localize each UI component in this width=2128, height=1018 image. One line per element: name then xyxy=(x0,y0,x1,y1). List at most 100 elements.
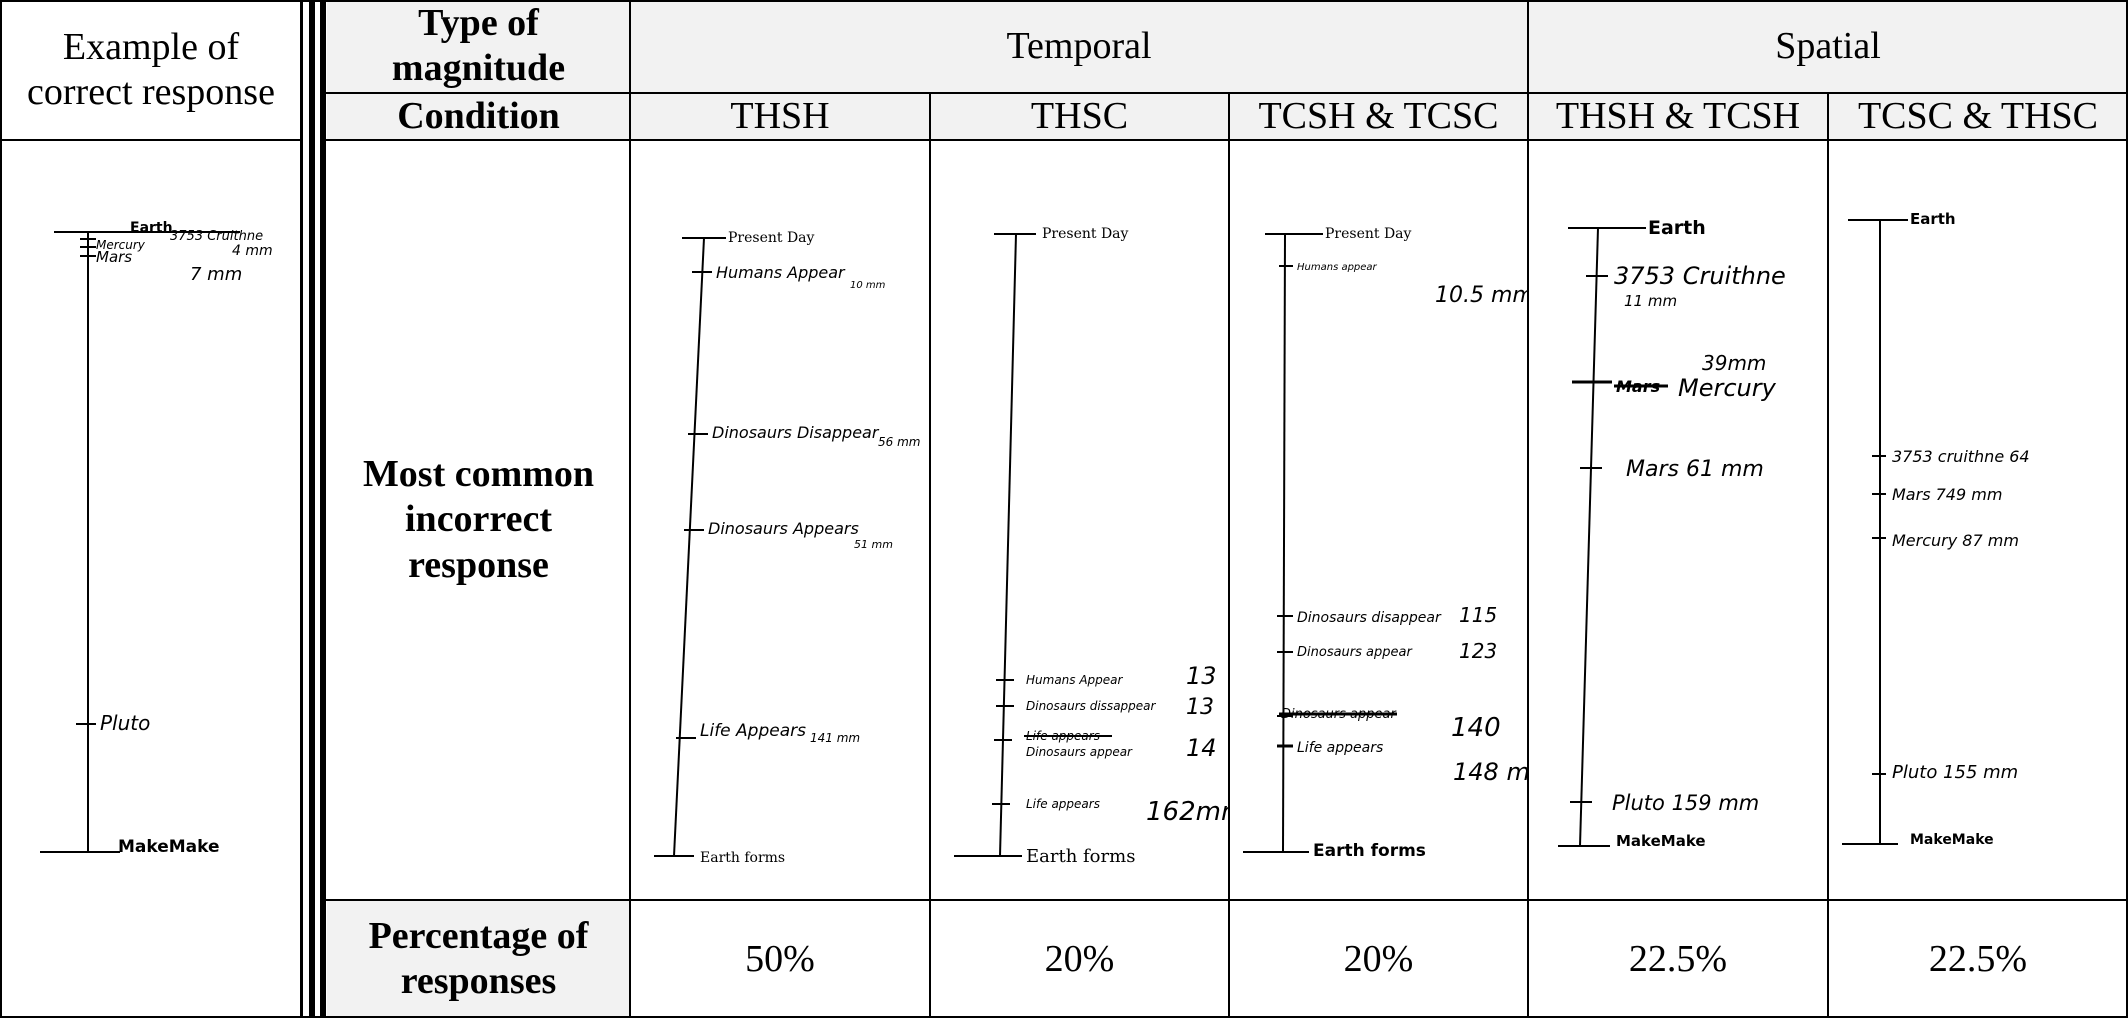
earth-label: Earth xyxy=(130,220,173,236)
present-day-label: Present Day xyxy=(1042,226,1129,242)
dinosaurs-appears-label: Dinosaurs Appears xyxy=(708,519,859,538)
type-of-magnitude-text: Type of magnitude xyxy=(391,2,566,89)
condition-label: THSH xyxy=(730,94,830,137)
spatial-header: Spatial xyxy=(1528,0,2128,92)
condition-label: TCSC & THSC xyxy=(1857,94,2099,137)
tcsh-tcsc-sketch: Present Day Humans appear 10.5 mm Dinosa… xyxy=(1243,226,1528,861)
condition-thsh-tcsh: THSH & TCSH xyxy=(1528,92,1828,140)
cruithne-label: 3753 Cruithne xyxy=(1614,262,1786,290)
value-label: 148 mm xyxy=(1453,758,1528,786)
type-of-magnitude-header: Type of magnitude xyxy=(327,0,630,92)
triple-divider xyxy=(309,0,315,1018)
correct-response-sketch: Earth 3753 Cruithne Mercury Mars 4 mm 7 … xyxy=(40,220,273,857)
dinosaurs-disappear-label: Dinosaurs dissappear xyxy=(1026,699,1157,713)
earth-forms-label: Earth forms xyxy=(1026,846,1135,867)
value-label: 14 xyxy=(1186,734,1217,762)
humans-appear-label: Humans Appear xyxy=(1026,673,1124,687)
grid-line xyxy=(0,1016,2128,1018)
example-correct-header: Example of correct response xyxy=(0,0,302,140)
life-appears-label: Life Appears xyxy=(700,721,806,741)
makemake-label: MakeMake xyxy=(1910,832,1994,848)
percentage-thsh: 50% xyxy=(630,900,930,1018)
dinosaurs-appear-label: Dinosaurs appear xyxy=(1026,745,1133,759)
value-label: 162mm xyxy=(1146,797,1229,827)
percentage-value: 20% xyxy=(1343,937,1414,980)
makemake-label: MakeMake xyxy=(1616,832,1706,850)
incorrect-response-text: Most common incorrect response xyxy=(362,452,595,586)
thsh-sketch: Present Day Humans Appear 10 mm Dinosaur… xyxy=(654,230,920,866)
condition-label: TCSH & TCSC xyxy=(1258,94,1499,137)
present-day-label: Present Day xyxy=(1325,226,1412,242)
condition-label: THSH & TCSH xyxy=(1555,94,1801,137)
condition-tcsc-thsc: TCSC & THSC xyxy=(1828,92,2128,140)
condition-tcsh-tcsc: TCSH & TCSC xyxy=(1229,92,1528,140)
dinosaurs-disappear-label: Dinosaurs Disappear xyxy=(712,423,880,442)
value-label: 115 xyxy=(1459,603,1497,627)
thsc-sketch: Present Day Humans Appear 13 Dinosaurs d… xyxy=(954,226,1229,867)
percentage-thsh-tcsh: 22.5% xyxy=(1528,900,1828,1018)
value-label: 51 mm xyxy=(854,538,893,551)
triple-divider xyxy=(300,0,303,1018)
grid-line xyxy=(629,0,631,1018)
pluto-label: Pluto 159 mm xyxy=(1612,791,1759,815)
percentage-value: 50% xyxy=(745,937,815,980)
triple-divider xyxy=(320,0,326,1018)
percentage-value: 22.5% xyxy=(1628,937,1728,980)
value-label: 10 mm xyxy=(850,280,886,291)
condition-text: Condition xyxy=(397,94,560,137)
value-label: 13 xyxy=(1186,695,1214,720)
condition-header: Condition xyxy=(327,92,630,140)
dinosaurs-disappear-label: Dinosaurs disappear xyxy=(1297,610,1442,626)
grid-line xyxy=(326,92,2128,94)
earth-label: Earth xyxy=(1910,210,1956,228)
spatial-text: Spatial xyxy=(1775,24,1881,67)
temporal-text: Temporal xyxy=(1006,24,1152,67)
grid-line xyxy=(326,139,2128,141)
value-label: 13 xyxy=(1186,662,1217,690)
earth-forms-label: Earth forms xyxy=(700,850,785,866)
grid-line xyxy=(929,92,931,1018)
pluto-label: Pluto xyxy=(100,711,150,735)
grid-line xyxy=(326,899,2128,901)
condition-label: THSC xyxy=(1030,94,1129,137)
mars-label: Mars 61 mm xyxy=(1626,457,1764,482)
percentage-thsc: 20% xyxy=(930,900,1229,1018)
grid-line xyxy=(2126,0,2128,1018)
value-label: 39mm xyxy=(1702,351,1766,375)
percentage-label: Percentage of responses xyxy=(327,900,630,1018)
percentage-value: 20% xyxy=(1044,937,1115,980)
condition-thsc: THSC xyxy=(930,92,1229,140)
mars-label: Mars 749 mm xyxy=(1892,485,2002,504)
cruithne-label: 3753 Cruithne xyxy=(170,229,263,244)
mercury-label: Mercury xyxy=(1678,374,1777,402)
makemake-label: MakeMake xyxy=(118,837,220,857)
percentage-tcsh-tcsc: 20% xyxy=(1229,900,1528,1018)
value-label: 56 mm xyxy=(878,435,920,449)
value-label: 141 mm xyxy=(810,731,860,745)
grid-line xyxy=(1827,92,1829,1018)
earth-forms-label: Earth forms xyxy=(1313,841,1426,861)
value-label: 11 mm xyxy=(1624,292,1677,310)
present-day-label: Present Day xyxy=(728,230,815,246)
percentage-tcsc-thsc: 22.5% xyxy=(1828,900,2128,1018)
life-appears-label: Life appears xyxy=(1297,740,1383,756)
grid-line xyxy=(0,0,2128,2)
earth-label: Earth xyxy=(1648,217,1706,239)
cruithne-label: 3753 cruithne 64 xyxy=(1892,447,2030,466)
life-appears-label: Life appears xyxy=(1026,797,1100,811)
percentage-label-text: Percentage of responses xyxy=(368,915,589,1002)
temporal-header: Temporal xyxy=(630,0,1528,92)
thsh-tcsh-sketch: Earth 3753 Cruithne 11 mm Mars 39mm Merc… xyxy=(1558,217,1786,850)
incorrect-response-label: Most common incorrect response xyxy=(327,140,630,900)
value-label: 140 xyxy=(1451,713,1501,743)
value-label: 123 xyxy=(1459,639,1497,663)
mercury-label: Mercury xyxy=(96,238,146,252)
grid-line xyxy=(1527,0,1529,1018)
mercury-label: Mercury 87 mm xyxy=(1892,531,2019,550)
humans-appear-label: Humans Appear xyxy=(716,263,846,282)
pluto-label: Pluto 155 mm xyxy=(1892,762,2018,783)
dinosaurs-appear-label: Dinosaurs appear xyxy=(1297,645,1413,660)
grid-line xyxy=(0,139,302,141)
grid-line xyxy=(1228,92,1230,1018)
annotation-label: 7 mm xyxy=(190,264,242,285)
